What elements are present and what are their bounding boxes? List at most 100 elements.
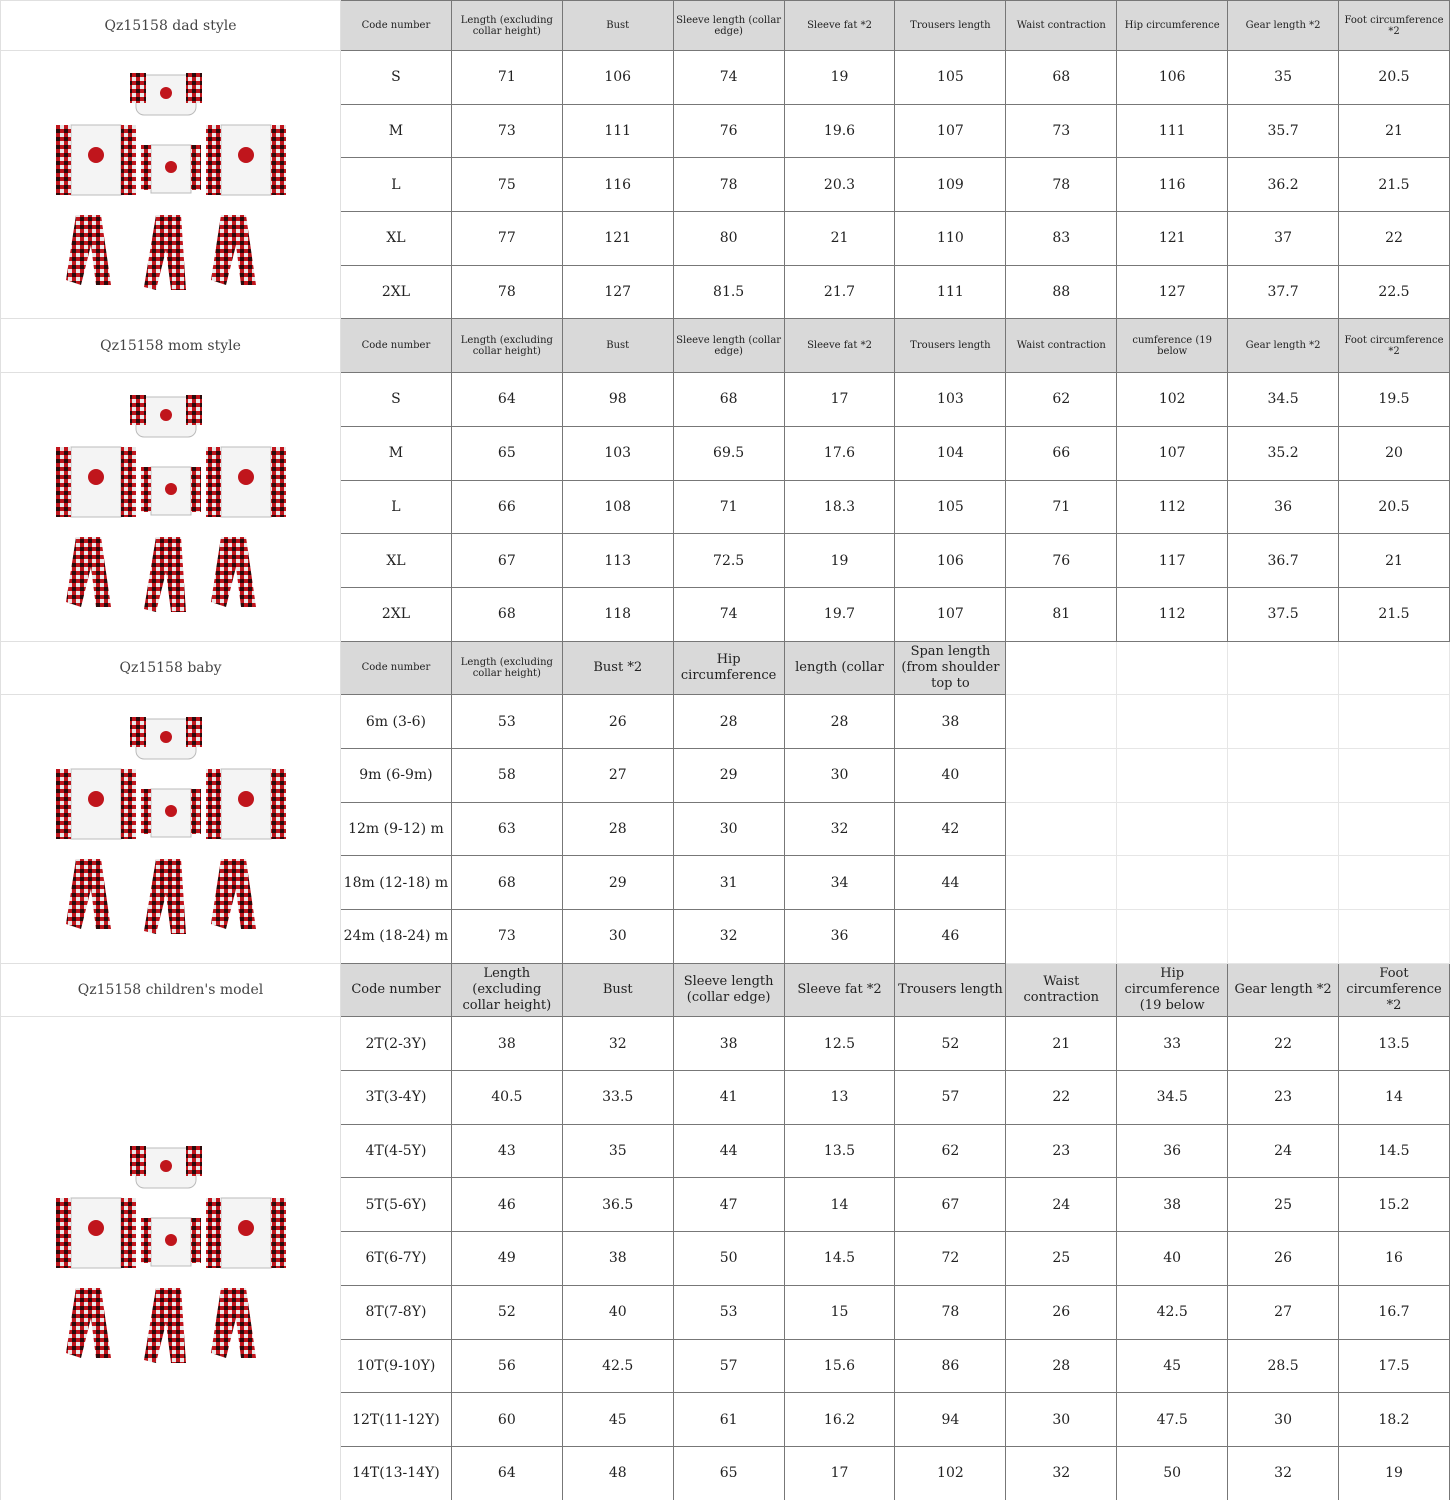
table-cell: 27 <box>561 747 674 803</box>
table-cell: 14.5 <box>783 1231 896 1286</box>
table-row: 24m (18-24) m 73 30 32 36 46 <box>1 909 1450 964</box>
table-cell: 111 <box>894 264 1007 320</box>
table-cell: 61 <box>672 1392 785 1447</box>
table-row: 3T(3-4Y) 40.5 33.5 41 13 57 22 34.5 23 14 <box>1 1070 1450 1125</box>
product-image-cell <box>0 1016 341 1500</box>
table-cell: 21 <box>783 211 896 266</box>
table-cell: 37.5 <box>1227 586 1340 642</box>
table-cell: 36.2 <box>1227 157 1340 213</box>
table-cell: 30 <box>672 801 785 857</box>
table-cell: 14 <box>1338 1070 1450 1125</box>
empty-cell <box>1227 640 1340 696</box>
table-cell: 32 <box>1227 1445 1340 1500</box>
table-cell: 38 <box>672 1016 785 1072</box>
column-header: Sleeve fat *2 <box>783 962 896 1018</box>
table-cell: 73 <box>450 909 563 964</box>
table-row: L 75 116 78 20.3 109 78 116 36.2 21.5 <box>1 157 1450 213</box>
table-cell: 58 <box>450 747 563 803</box>
table-cell: 35.2 <box>1227 425 1340 481</box>
table-cell: 118 <box>561 586 674 642</box>
table-row: XL 77 121 80 21 110 83 121 37 22 <box>1 211 1450 266</box>
table-cell: 56 <box>450 1338 563 1394</box>
table-cell: 37.7 <box>1227 264 1340 320</box>
table-cell: 21.7 <box>783 264 896 320</box>
table-cell: 19 <box>1338 1445 1450 1500</box>
table-cell: 14.5 <box>1338 1123 1450 1179</box>
table-cell: 72.5 <box>672 533 785 588</box>
table-cell: 24 <box>1005 1177 1118 1233</box>
table-cell: S <box>340 50 452 105</box>
table-cell: 88 <box>1005 264 1118 320</box>
table-cell: 71 <box>672 479 785 535</box>
table-cell: 117 <box>1116 533 1229 588</box>
empty-cell <box>1116 909 1229 964</box>
table-cell: L <box>340 157 452 213</box>
table-cell: 42.5 <box>1116 1284 1229 1340</box>
table-cell: 47.5 <box>1116 1392 1229 1447</box>
table-row: 10T(9-10Y) 56 42.5 57 15.6 86 28 45 28.5 17.5 <box>1 1338 1450 1394</box>
table-cell: 67 <box>894 1177 1007 1233</box>
table-cell: 23 <box>1227 1070 1340 1125</box>
table-cell: L <box>340 479 452 535</box>
table-cell: 15.6 <box>783 1338 896 1394</box>
table-cell: 20 <box>1338 425 1450 481</box>
table-cell: 13.5 <box>1338 1016 1450 1072</box>
table-cell: 68 <box>450 855 563 910</box>
table-row: 14T(13-14Y) 64 48 65 17 102 32 50 32 19 <box>1 1445 1450 1500</box>
empty-cell <box>1116 855 1229 910</box>
table-cell: 21.5 <box>1338 586 1450 642</box>
table-row: 2XL 78 127 81.5 21.7 111 88 127 37.7 22.5 <box>1 264 1450 320</box>
table-cell: 14T(13-14Y) <box>340 1445 452 1500</box>
table-cell: 18m (12-18) m <box>340 855 452 910</box>
column-header: Length (excluding collar height) <box>450 0 563 51</box>
table-cell: 53 <box>672 1284 785 1340</box>
table-cell: 35.7 <box>1227 103 1340 159</box>
table-cell: 36 <box>1116 1123 1229 1179</box>
table-cell: 40.5 <box>450 1070 563 1125</box>
table-cell: 15.2 <box>1338 1177 1450 1233</box>
table-cell: 23 <box>1005 1123 1118 1179</box>
table-cell: 66 <box>1005 425 1118 481</box>
table-cell: 50 <box>1116 1445 1229 1500</box>
column-header: Bust *2 <box>561 640 674 696</box>
table-cell: 57 <box>894 1070 1007 1125</box>
table-cell: 32 <box>783 801 896 857</box>
table-cell: 50 <box>672 1231 785 1286</box>
column-header: Bust <box>561 0 674 51</box>
table-cell: 28 <box>672 694 785 749</box>
empty-cell <box>1338 801 1450 857</box>
table-cell: 86 <box>894 1338 1007 1394</box>
table-cell: 40 <box>894 747 1007 803</box>
table-cell: 78 <box>450 264 563 320</box>
product-image-cell <box>0 49 341 320</box>
section-title: Qz15158 baby <box>0 640 341 696</box>
table-cell: 22 <box>1338 211 1450 266</box>
table-cell: M <box>340 103 452 159</box>
table-cell: 68 <box>672 372 785 427</box>
table-cell: 75 <box>450 157 563 213</box>
empty-cell <box>1005 747 1118 803</box>
table-cell: 53 <box>450 694 563 749</box>
table-cell: 116 <box>1116 157 1229 213</box>
table-cell: 98 <box>561 372 674 427</box>
table-cell: 22 <box>1005 1070 1118 1125</box>
table-cell: 35 <box>561 1123 674 1179</box>
table-row: S 64 98 68 17 103 62 102 34.5 19.5 <box>0 372 1450 642</box>
table-cell: 107 <box>894 586 1007 642</box>
header-row: Qz15158 children's model Code number Lengt… <box>0 962 1450 1018</box>
table-cell: 5T(5-6Y) <box>340 1177 452 1233</box>
column-header: Trousers length <box>894 318 1007 374</box>
table-cell: 45 <box>561 1392 674 1447</box>
empty-cell <box>1227 855 1340 910</box>
table-cell: 21 <box>1005 1016 1118 1072</box>
table-row: S 71 106 74 19 105 68 106 35 20.5 <box>0 49 1450 320</box>
table-cell: 108 <box>561 479 674 535</box>
column-header: Hip circumference <box>1116 0 1229 51</box>
column-header: Length (excluding collar height) <box>450 640 563 696</box>
table-row: 8T(7-8Y) 52 40 53 15 78 26 42.5 27 16.7 <box>1 1284 1450 1340</box>
empty-cell <box>1227 694 1340 749</box>
column-header: Span length (from shoulder top to <box>894 640 1007 696</box>
table-cell: 19.5 <box>1338 372 1450 427</box>
table-cell: 69.5 <box>672 425 785 481</box>
